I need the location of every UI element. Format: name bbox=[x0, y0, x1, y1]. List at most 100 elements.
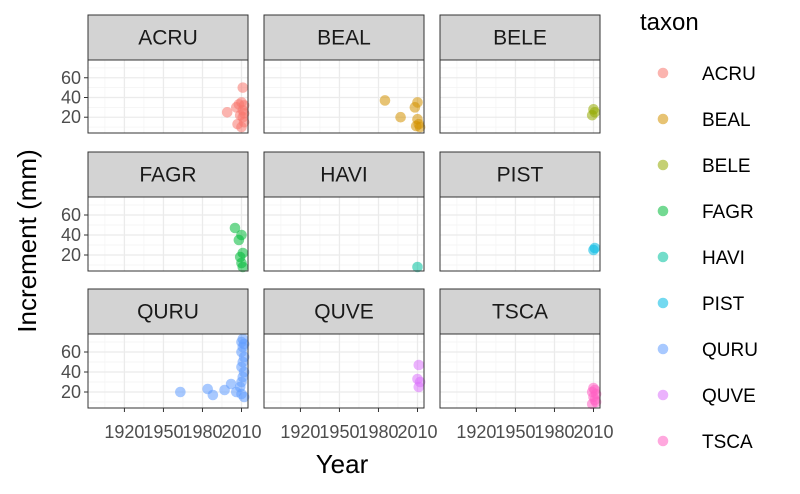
panel-border bbox=[263, 59, 425, 134]
data-point-quru bbox=[225, 378, 237, 390]
legend-key-bele bbox=[657, 159, 669, 171]
legend-label: BEAL bbox=[702, 110, 751, 131]
data-point-quru bbox=[175, 386, 186, 398]
legend-label: HAVI bbox=[702, 248, 745, 269]
data-point-quru bbox=[236, 388, 247, 400]
legend-title: taxon bbox=[640, 9, 699, 36]
facet-strip-label: HAVI bbox=[320, 164, 367, 187]
panel-background bbox=[88, 60, 248, 133]
legend-key-acru bbox=[657, 67, 669, 79]
legend-entry-beal: BEAL bbox=[657, 110, 751, 131]
panel-background bbox=[264, 197, 424, 271]
x-tick-label: 1950 bbox=[495, 422, 535, 442]
x-tick-label: 1920 bbox=[280, 422, 320, 442]
y-tick-label: 40 bbox=[61, 225, 81, 245]
data-point-fagr bbox=[237, 261, 249, 273]
legend-label: QUVE bbox=[702, 386, 756, 407]
data-point-fagr bbox=[233, 234, 245, 246]
axes: Year Increment (mm) 20406020406020406019… bbox=[12, 68, 614, 479]
facet-panel-bele: BELE bbox=[439, 14, 601, 134]
facet-strip-tsca bbox=[439, 288, 601, 335]
panel-border bbox=[87, 196, 249, 272]
legend-label: QURU bbox=[702, 340, 758, 361]
data-point-beal bbox=[379, 95, 391, 106]
legend-entry-fagr: FAGR bbox=[657, 202, 754, 223]
legend-label: PIST bbox=[702, 294, 745, 315]
data-point-quve bbox=[413, 381, 425, 393]
data-point-pist bbox=[588, 244, 599, 256]
y-tick-label: 20 bbox=[61, 245, 81, 265]
facet-strip-pist bbox=[439, 151, 601, 198]
data-point-beal bbox=[414, 121, 426, 133]
legend-label: ACRU bbox=[702, 64, 756, 85]
y-tick-label: 40 bbox=[61, 87, 81, 107]
facet-strip-label: FAGR bbox=[139, 164, 196, 187]
panel-border bbox=[263, 333, 425, 409]
facet-strip-quru bbox=[87, 288, 249, 335]
facet-strip-label: TSCA bbox=[492, 301, 548, 324]
facet-strip-label: PIST bbox=[497, 164, 544, 187]
facet-panels: ACRU BEAL BELE FAGR HAVI PIST QURU QUVE TSCA bbox=[87, 14, 602, 410]
data-point-acru bbox=[238, 107, 250, 119]
legend-label: TSCA bbox=[702, 432, 753, 453]
panel-background bbox=[440, 60, 600, 133]
facet-strip-havi bbox=[263, 151, 425, 198]
data-point-acru bbox=[237, 82, 249, 93]
facet-panel-fagr: FAGR bbox=[87, 151, 249, 273]
data-point-beal bbox=[395, 111, 406, 123]
facet-strip-label: QURU bbox=[137, 301, 199, 324]
data-point-quve bbox=[413, 359, 425, 371]
data-point-quru bbox=[236, 336, 247, 348]
x-tick-label: 1980 bbox=[182, 422, 222, 442]
legend-entry-quru: QURU bbox=[657, 340, 758, 361]
panel-background bbox=[88, 334, 248, 408]
x-tick-label: 1920 bbox=[456, 422, 496, 442]
facet-strip-bele bbox=[439, 14, 601, 61]
facet-panel-quru: QURU bbox=[87, 288, 250, 409]
x-axis-title: Year bbox=[316, 449, 369, 479]
facet-strip-label: BEAL bbox=[317, 27, 371, 50]
panel-border bbox=[439, 333, 601, 409]
legend-key-havi bbox=[657, 251, 669, 263]
legend-key-pist bbox=[657, 297, 669, 309]
panel-background bbox=[440, 197, 600, 271]
legend-label: BELE bbox=[702, 156, 751, 177]
facet-panel-beal: BEAL bbox=[263, 14, 426, 134]
facet-strip-quve bbox=[263, 288, 425, 335]
facet-strip-fagr bbox=[87, 151, 249, 198]
legend-entry-havi: HAVI bbox=[657, 248, 745, 269]
x-tick-label: 2010 bbox=[573, 422, 613, 442]
legend-entry-quve: QUVE bbox=[657, 386, 756, 407]
legend: taxon ACRU BEAL BELE FAGR HAVI PIST QURU QUVE TS… bbox=[640, 9, 758, 453]
facet-panel-pist: PIST bbox=[439, 151, 601, 272]
facet-strip-label: ACRU bbox=[138, 27, 198, 50]
legend-key-quru bbox=[657, 343, 669, 355]
y-tick-label: 20 bbox=[61, 382, 81, 402]
x-tick-label: 1950 bbox=[319, 422, 359, 442]
data-point-quru bbox=[207, 389, 219, 401]
data-point-acru bbox=[221, 106, 233, 118]
y-tick-label: 60 bbox=[61, 68, 81, 88]
legend-key-quve bbox=[657, 389, 669, 401]
data-point-havi bbox=[412, 261, 423, 273]
data-point-tsca bbox=[586, 398, 598, 410]
panel-border bbox=[87, 59, 249, 134]
y-tick-label: 60 bbox=[61, 205, 81, 225]
panel-border bbox=[263, 196, 425, 272]
y-tick-label: 40 bbox=[61, 362, 81, 382]
legend-entry-bele: BELE bbox=[657, 156, 751, 177]
legend-label: FAGR bbox=[702, 202, 754, 223]
x-tick-label: 1920 bbox=[104, 422, 144, 442]
y-tick-label: 20 bbox=[61, 107, 81, 127]
legend-entry-pist: PIST bbox=[657, 294, 745, 315]
data-point-acru bbox=[236, 121, 247, 133]
legend-entry-acru: ACRU bbox=[657, 64, 756, 85]
facet-panel-havi: HAVI bbox=[263, 151, 425, 273]
legend-entry-tsca: TSCA bbox=[657, 432, 753, 453]
panel-background bbox=[88, 197, 248, 271]
legend-key-fagr bbox=[657, 205, 669, 217]
legend-key-beal bbox=[657, 113, 669, 125]
facet-strip-label: BELE bbox=[493, 27, 547, 50]
facet-panel-acru: ACRU bbox=[87, 14, 250, 134]
